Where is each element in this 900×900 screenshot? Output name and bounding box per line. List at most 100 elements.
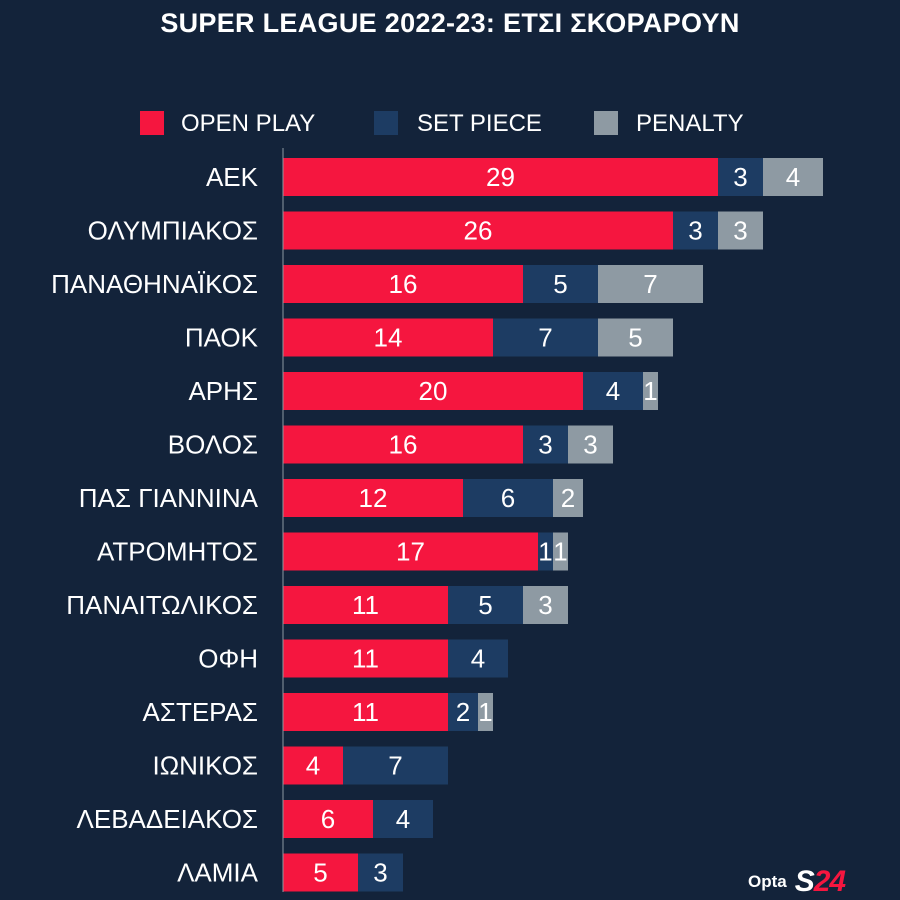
data-label: 11 [352, 644, 379, 674]
bar-penalty [568, 425, 613, 464]
data-label: 3 [688, 216, 702, 246]
category-label: ΑΣΤΕΡΑΣ [143, 697, 258, 727]
data-label: 7 [388, 751, 402, 781]
legend-label-open-play: OPEN PLAY [181, 110, 316, 137]
bar-open-play [283, 693, 448, 731]
bar-open-play [283, 372, 583, 410]
bar-set-piece [523, 425, 568, 464]
data-label: 4 [786, 162, 800, 192]
legend-swatch-penalty [594, 111, 618, 135]
category-label: ΠΑΝΑΙΤΩΛΙΚΟΣ [66, 590, 258, 620]
data-label: 20 [419, 376, 448, 406]
data-label: 3 [538, 590, 552, 620]
data-label: 11 [352, 590, 379, 620]
category-label: ΑΡΗΣ [188, 376, 258, 406]
data-label: 12 [359, 483, 388, 513]
bar-penalty [478, 693, 493, 731]
category-label: ΠΑΝΑΘΗΝΑΪΚΟΣ [51, 269, 258, 299]
category-label: ΠΑΟΚ [185, 323, 259, 353]
data-label: 5 [478, 590, 492, 620]
data-label: 1 [538, 537, 552, 567]
data-label: 1 [553, 537, 567, 567]
bar-penalty [763, 158, 823, 196]
bar-penalty [553, 532, 568, 571]
category-label: ΛΑΜΙΑ [177, 858, 259, 888]
bar-penalty [598, 318, 673, 357]
data-label: 3 [373, 858, 387, 888]
bar-set-piece [448, 639, 508, 678]
data-label: 3 [538, 430, 552, 460]
bar-open-play [283, 746, 343, 785]
bar-penalty [643, 372, 658, 410]
data-label: 5 [628, 323, 642, 353]
data-label: 26 [464, 216, 493, 246]
category-label: ΠΑΣ ΓΙΑΝΝΙΝΑ [79, 483, 259, 513]
opta-logo: Opta [748, 872, 787, 891]
legend: OPEN PLAY SET PIECE PENALTY [0, 108, 900, 138]
data-label: 6 [501, 483, 515, 513]
bar-set-piece [448, 693, 478, 731]
bar-open-play [283, 158, 718, 196]
legend-swatch-set-piece [374, 111, 398, 135]
data-label: 4 [396, 804, 410, 834]
bar-set-piece [523, 265, 598, 303]
bar-set-piece [583, 372, 643, 410]
legend-label-set-piece: SET PIECE [417, 110, 542, 137]
data-label: 2 [561, 483, 575, 513]
bar-penalty [523, 586, 568, 624]
chart-title: SUPER LEAGUE 2022-23: ΕΤΣΙ ΣΚΟΡΑΡΟΥΝ [160, 8, 740, 38]
data-label: 7 [538, 323, 552, 353]
bar-open-play [283, 639, 448, 678]
data-label: 29 [486, 162, 515, 192]
bar-set-piece [718, 158, 763, 196]
data-label: 17 [396, 537, 425, 567]
data-label: 4 [471, 644, 485, 674]
data-label: 4 [606, 376, 620, 406]
s24-logo-s: S [794, 865, 815, 898]
bar-open-play [283, 211, 673, 250]
category-label: ΟΛΥΜΠΙΑΚΟΣ [88, 216, 258, 246]
bar-open-play [283, 425, 523, 464]
data-label: 11 [352, 697, 379, 727]
bar-penalty [718, 211, 763, 250]
s24-logo: S24 [794, 865, 846, 899]
category-label: ΒΟΛΟΣ [168, 430, 258, 460]
bar-open-play [283, 318, 493, 357]
category-label: ΑΤΡΟΜΗΤΟΣ [97, 537, 258, 567]
data-label: 3 [733, 162, 747, 192]
data-label: 4 [306, 751, 320, 781]
bar-open-play [283, 586, 448, 624]
legend-swatch-open-play [140, 111, 164, 135]
s24-logo-24: 24 [813, 865, 846, 898]
bar-set-piece [373, 800, 433, 838]
bar-set-piece [673, 211, 718, 250]
bar-open-play [283, 800, 373, 838]
data-label: 5 [553, 269, 567, 299]
bar-open-play [283, 479, 463, 517]
bar-set-piece [358, 853, 403, 892]
category-label: ΛΕΒΑΔΕΙΑΚΟΣ [76, 804, 258, 834]
category-label: ΙΩΝΙΚΟΣ [153, 751, 259, 781]
data-label: 14 [374, 323, 403, 353]
data-label: 3 [583, 430, 597, 460]
category-label: ΑΕΚ [206, 162, 259, 192]
bar-open-play [283, 853, 358, 892]
bar-set-piece [448, 586, 523, 624]
bar-penalty [553, 479, 583, 517]
data-label: 16 [389, 430, 418, 460]
data-label: 3 [733, 216, 747, 246]
data-label: 1 [643, 376, 657, 406]
data-label: 1 [478, 697, 492, 727]
logos: Opta S24 [748, 865, 846, 899]
bar-open-play [283, 265, 523, 303]
legend-label-penalty: PENALTY [636, 110, 744, 137]
bar-set-piece [538, 532, 553, 571]
data-label: 2 [456, 697, 470, 727]
data-label: 7 [643, 269, 657, 299]
bar-set-piece [463, 479, 553, 517]
data-label: 5 [313, 858, 327, 888]
bar-set-piece [343, 746, 448, 785]
category-label: ΟΦΗ [198, 644, 258, 674]
bar-set-piece [493, 318, 598, 357]
